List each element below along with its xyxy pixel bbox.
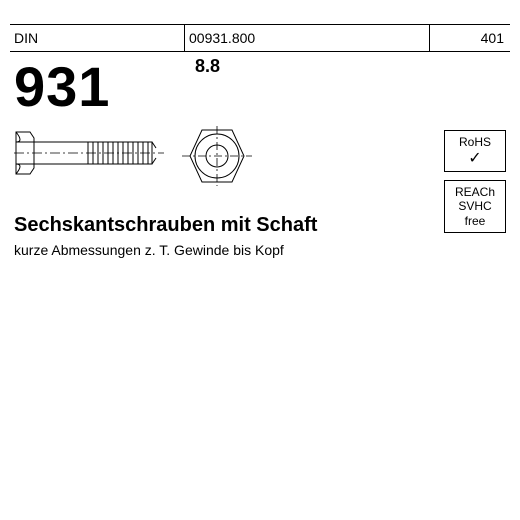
header-cell-code: 00931.800 (185, 25, 430, 51)
reach-line2: SVHC (447, 199, 503, 213)
reach-badge: REACh SVHC free (444, 180, 506, 233)
check-icon: ✓ (447, 151, 503, 167)
reach-line1: REACh (447, 185, 503, 199)
product-title: Sechskantschrauben mit Schaft (14, 214, 317, 237)
header-cell-page: 401 (430, 25, 510, 51)
page-number: 401 (481, 30, 504, 46)
hex-front-view-icon (182, 126, 252, 186)
reach-line3: free (447, 214, 503, 228)
standard-label: DIN (14, 30, 38, 46)
bolt-side-view-icon (14, 128, 164, 178)
strength-grade: 8.8 (195, 56, 220, 77)
product-subtitle: kurze Abmessungen z. T. Gewinde bis Kopf (14, 242, 284, 258)
code-label: 00931.800 (189, 30, 255, 46)
din-number: 931 (14, 54, 110, 119)
rohs-label: RoHS (447, 135, 503, 149)
header-cell-standard: DIN (10, 25, 185, 51)
header-row: DIN 00931.800 401 (10, 24, 510, 52)
rohs-badge: RoHS ✓ (444, 130, 506, 172)
page: DIN 00931.800 401 931 8.8 (0, 0, 520, 520)
